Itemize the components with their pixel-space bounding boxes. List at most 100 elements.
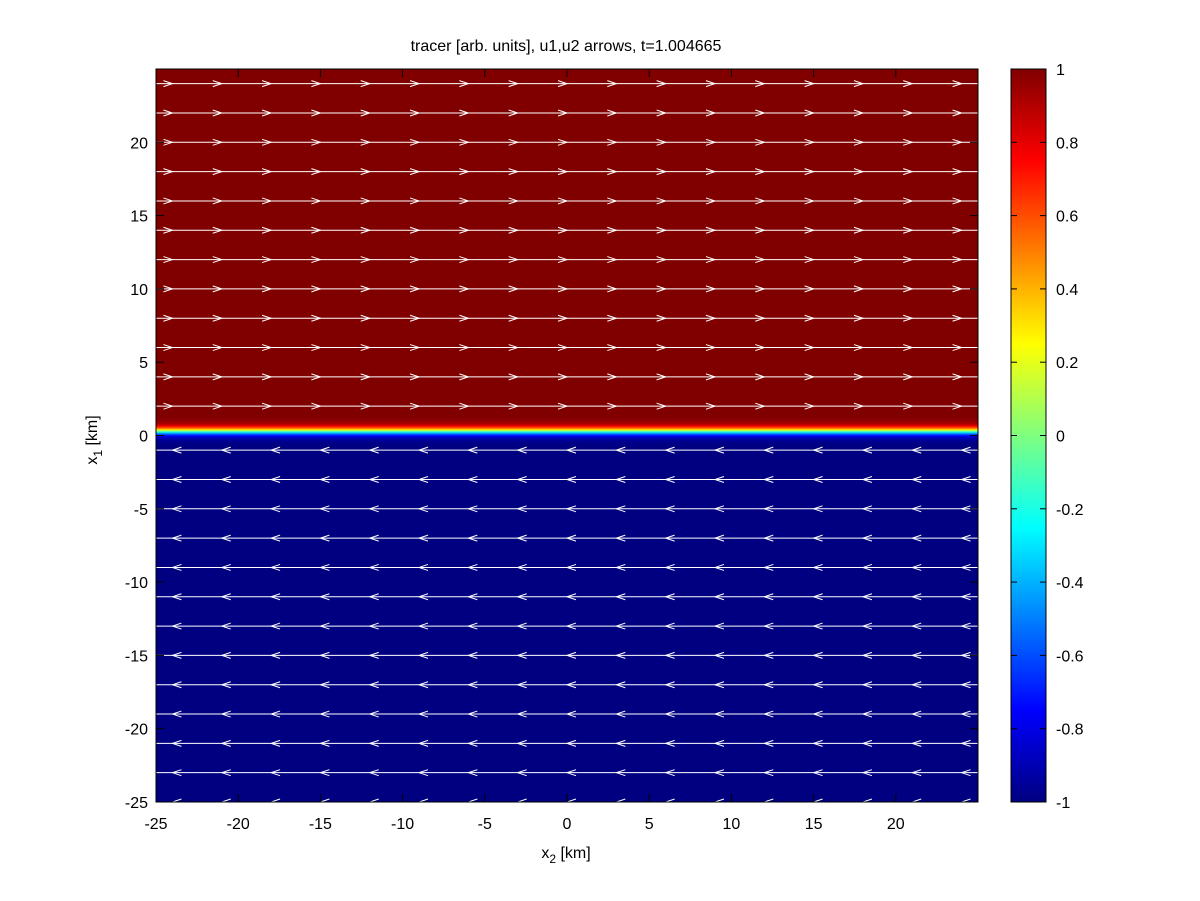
arrow-head bbox=[713, 446, 725, 454]
arrow-head bbox=[861, 769, 873, 777]
arrow-head bbox=[220, 681, 231, 689]
arrow-head bbox=[853, 168, 865, 176]
x-axis-label-main: x bbox=[541, 845, 549, 862]
arrow-head bbox=[762, 710, 774, 718]
arrow-head bbox=[368, 563, 379, 571]
arrow-head bbox=[409, 226, 421, 234]
arrow-head bbox=[952, 344, 964, 352]
arrow-head bbox=[269, 593, 281, 601]
arrow-head bbox=[713, 710, 725, 718]
arrow-head bbox=[762, 446, 774, 454]
arrow-head bbox=[516, 476, 527, 483]
arrow-head bbox=[508, 314, 520, 322]
x-tick-label: -5 bbox=[478, 816, 492, 833]
arrow-head bbox=[557, 168, 569, 176]
arrow-head bbox=[952, 168, 964, 176]
arrow-head bbox=[417, 505, 429, 513]
arrow-head bbox=[409, 373, 421, 381]
arrow-head bbox=[163, 402, 175, 410]
arrow-head bbox=[269, 534, 281, 542]
arrow-head bbox=[409, 168, 421, 176]
arrow-head bbox=[861, 622, 873, 630]
arrow-head bbox=[516, 593, 527, 601]
arrow-head bbox=[762, 651, 774, 659]
arrow-head bbox=[853, 285, 865, 293]
arrow-head bbox=[664, 534, 675, 542]
arrow-head bbox=[614, 563, 626, 571]
arrow-head bbox=[261, 80, 273, 88]
arrow-head bbox=[269, 505, 281, 513]
arrow-head bbox=[713, 739, 725, 747]
arrow-head bbox=[812, 681, 823, 689]
arrow-head bbox=[910, 446, 922, 454]
arrow-head bbox=[212, 109, 224, 117]
arrow-head bbox=[812, 739, 823, 747]
arrow-head bbox=[607, 226, 618, 234]
arrow-head bbox=[910, 651, 922, 659]
arrow-head bbox=[755, 168, 766, 176]
arrow-head bbox=[614, 769, 626, 777]
arrow-head bbox=[360, 285, 372, 293]
arrow-head bbox=[812, 446, 823, 454]
arrow-head bbox=[959, 622, 971, 630]
arrow-head bbox=[557, 197, 569, 205]
y-axis-label-subscript: 1 bbox=[91, 450, 105, 457]
arrow-head bbox=[607, 80, 618, 88]
arrow-head bbox=[607, 256, 618, 264]
arrow-head bbox=[910, 622, 922, 630]
interface-band-strip bbox=[156, 437, 978, 440]
arrow-head bbox=[368, 739, 379, 747]
y-tick-label: -15 bbox=[125, 648, 148, 665]
y-tick-label: 5 bbox=[139, 355, 148, 372]
arrow-head bbox=[261, 373, 273, 381]
arrow-head bbox=[952, 80, 964, 88]
arrow-head bbox=[557, 256, 569, 264]
arrow-head bbox=[269, 769, 281, 777]
arrow-head bbox=[812, 563, 823, 571]
arrow-head bbox=[812, 769, 823, 777]
arrow-head bbox=[713, 622, 725, 630]
colorbar-tick-label: 0 bbox=[1056, 429, 1065, 446]
arrow-head bbox=[664, 651, 675, 659]
arrow-head bbox=[459, 314, 470, 322]
arrow-head bbox=[705, 138, 717, 146]
arrow-head bbox=[360, 256, 372, 264]
arrow-head bbox=[656, 285, 668, 293]
arrow-head bbox=[466, 446, 478, 454]
arrow-head bbox=[261, 285, 273, 293]
arrow-head bbox=[170, 505, 182, 513]
arrow-head bbox=[755, 256, 766, 264]
arrow-head bbox=[812, 476, 823, 483]
arrow-head bbox=[311, 168, 322, 176]
arrow-head bbox=[664, 739, 675, 747]
arrow-head bbox=[170, 651, 182, 659]
arrow-head bbox=[713, 505, 725, 513]
arrow-head bbox=[212, 314, 224, 322]
arrow-head bbox=[163, 226, 175, 234]
arrow-head bbox=[269, 710, 281, 718]
arrow-head bbox=[163, 109, 175, 117]
arrow-head bbox=[170, 593, 182, 601]
arrow-head bbox=[368, 710, 379, 718]
x-tick-label: -20 bbox=[227, 816, 250, 833]
arrow-head bbox=[614, 651, 626, 659]
arrow-head bbox=[368, 681, 379, 689]
arrow-head bbox=[959, 769, 971, 777]
plot-area bbox=[155, 68, 979, 806]
x-tick-label: 5 bbox=[645, 816, 654, 833]
arrow-head bbox=[614, 505, 626, 513]
arrow-head bbox=[853, 402, 865, 410]
interface-band-strip bbox=[156, 427, 978, 430]
arrow-head bbox=[557, 138, 569, 146]
arrow-head bbox=[565, 563, 577, 571]
arrow-head bbox=[952, 256, 964, 264]
arrow-head bbox=[163, 138, 175, 146]
y-tick-label: 0 bbox=[139, 429, 148, 446]
arrow-head bbox=[409, 344, 421, 352]
arrow-head bbox=[163, 197, 175, 205]
arrow-head bbox=[417, 593, 429, 601]
arrow-head bbox=[705, 285, 717, 293]
arrow-head bbox=[212, 373, 224, 381]
interface-band-strip bbox=[156, 432, 978, 435]
arrow-head bbox=[466, 534, 478, 542]
